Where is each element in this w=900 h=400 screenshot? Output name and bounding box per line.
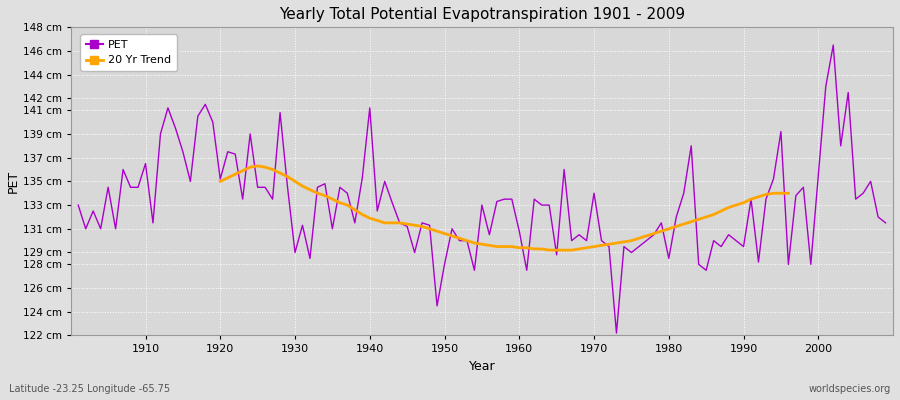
Title: Yearly Total Potential Evapotranspiration 1901 - 2009: Yearly Total Potential Evapotranspiratio… [279, 7, 685, 22]
Text: worldspecies.org: worldspecies.org [809, 384, 891, 394]
X-axis label: Year: Year [469, 360, 495, 373]
Text: Latitude -23.25 Longitude -65.75: Latitude -23.25 Longitude -65.75 [9, 384, 170, 394]
Legend: PET, 20 Yr Trend: PET, 20 Yr Trend [80, 34, 177, 71]
Y-axis label: PET: PET [7, 170, 20, 193]
